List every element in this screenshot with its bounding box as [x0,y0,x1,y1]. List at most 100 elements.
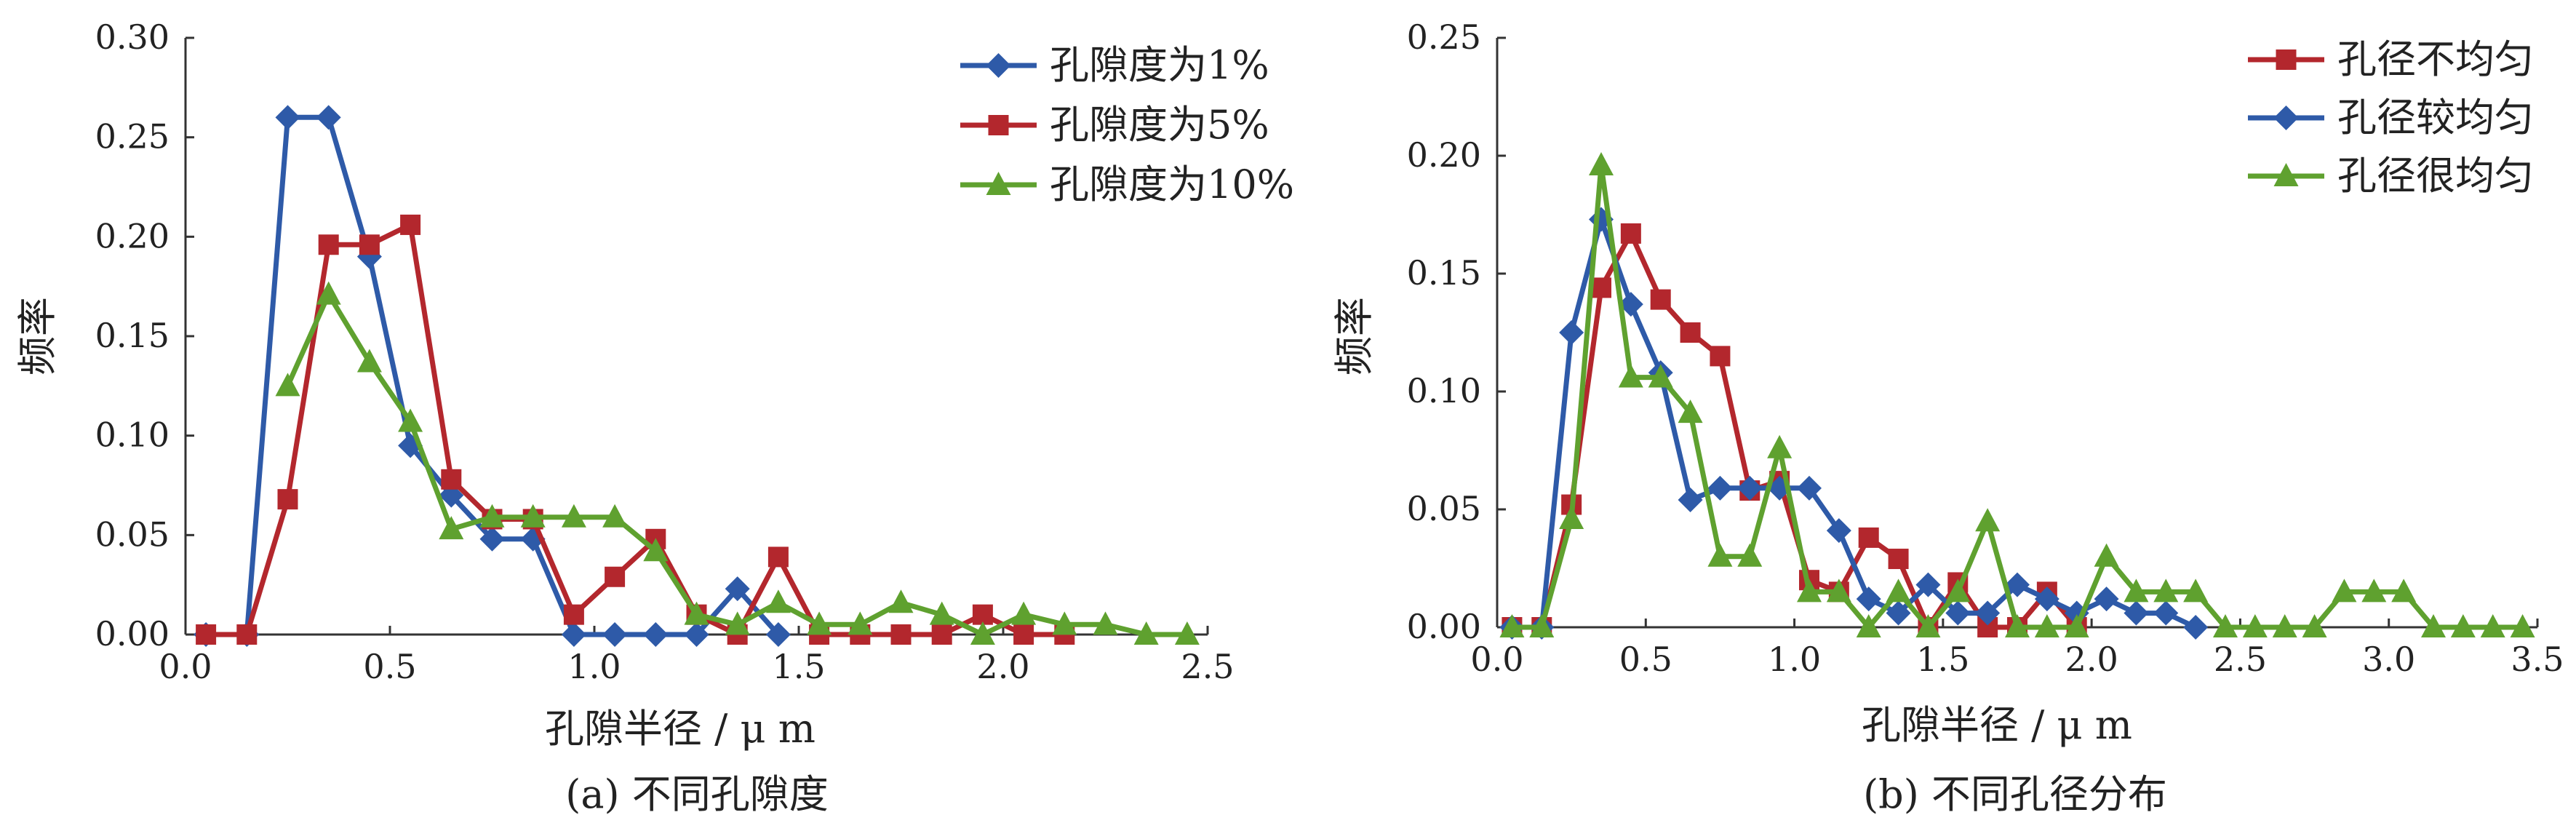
chart-a-series-3-point [1011,601,1037,625]
chart-b-series-3-point [2213,614,2238,637]
chart-b-series-3-point [1886,578,1911,603]
chart-b-legend-label: 孔径较均匀 [2337,95,2534,140]
chart-a-series-1-point [643,622,669,647]
chart-b-series-3-point [2242,614,2268,637]
chart-a-series-3-point [1133,621,1159,645]
chart-b-series-2-point [1618,292,1643,317]
chart-a-series-1 [194,105,791,647]
chart-b-series-3-point [2302,614,2327,637]
chart-a-series-3 [275,281,1200,645]
chart-b-ytick-label: 0.10 [1407,371,1481,410]
chart-b-xtick-label: 0.5 [1619,640,1672,679]
chart-a-series-3-point [725,611,750,635]
chart-b-series-1-point [1858,527,1879,548]
chart-a-series-2-point [236,624,258,645]
chart-a-series-1-point [479,526,505,552]
chart-b-series-1-point [1888,549,1909,570]
chart-b-series-1-point [1591,277,1611,298]
chart-a-series-3-point [765,589,791,613]
chart-a-xlabel: 孔隙半径 / μ m [545,706,816,752]
chart-b-series-3-point [2450,614,2476,637]
chart-b-series-1-point [1650,289,1671,310]
chart-b-series-3-point [1559,505,1584,529]
chart-a-ytick-label: 0.15 [95,316,170,355]
chart-a-xtick-label: 1.5 [772,647,825,686]
chart-a-series-2-point [563,604,584,625]
chart-a-series-3-point [479,504,505,528]
chart-a-series-3-point [520,504,546,528]
chart-b-ytick-label: 0.25 [1407,17,1481,57]
chart-a-series-3-point [398,408,423,432]
chart-b-ytick-label: 0.20 [1407,135,1481,175]
chart-b-series-2-point [2183,615,2209,640]
chart-b-series-2-point [1678,488,1703,513]
chart-b-series-3-point [2064,614,2089,637]
chart-a-series-3-point [1093,611,1118,635]
chart-b-series-3-point [1499,614,1525,637]
chart-a-series-3-point [1052,611,1077,635]
chart-a-series-3-point [684,601,709,625]
chart-a-series-2-line [206,222,1065,637]
chart-a-ytick-label: 0.25 [95,117,170,156]
chart-b-ytick-label: 0.15 [1407,253,1481,293]
chart-b-series-3-point [1767,434,1793,458]
chart-b-series-3-point [1826,578,1851,603]
chart-b-xtick-label: 1.5 [1916,640,1969,679]
chart-b-series-2-point [1707,475,1733,501]
chart-b-series-3-point [2094,543,2119,567]
chart-a-series-2-point [359,234,380,255]
chart-a-series-3-point [929,601,954,625]
chart-b-series-3-point [2183,578,2209,603]
chart-a-legend-swatch-marker [986,53,1011,78]
chart-b-caption: (b) 不同孔径分布 [1863,771,2167,817]
chart-a-ytick-label: 0.00 [95,614,170,653]
chart-a-ytick-label: 0.10 [95,416,170,455]
chart-b-series-3-point [1648,364,1673,388]
chart-a-series-2-point [767,546,789,568]
chart-a-ytick-label: 0.05 [95,514,170,554]
chart-a-series-3-point [888,589,914,613]
chart-b-xlabel: 孔隙半径 / μ m [1862,702,2132,748]
chart-b-xtick-label: 2.5 [2214,640,2267,679]
chart-b-series-3-point [2421,614,2446,637]
chart-b-series-3-point [1915,614,1941,637]
chart-a-ylabel: 频率 [15,297,60,375]
chart-b-series-3-point [1589,151,1614,175]
chart-b-series-1-point [1710,346,1731,367]
chart-a-series-3-point [275,373,300,397]
chart-b-series-2-point [2034,587,2059,612]
chart-b-series-3-point [1856,614,1881,637]
chart-a-legend-label: 孔隙度为5% [1050,102,1269,148]
chart-b-series-2-point [1559,320,1584,345]
chart-a-caption: (a) 不同孔隙度 [565,771,829,817]
chart-a-series-1-point [275,105,300,130]
chart-b-series-2-point [1886,600,1911,626]
chart-a-series-3-point [848,611,873,635]
chart-a-series-1-point [765,622,791,647]
chart-b-series-3-point [2391,578,2417,603]
chart-b-legend-label: 孔径不均匀 [2337,36,2534,82]
chart-a-ytick-label: 0.20 [95,216,170,255]
chart-a-series-3-point [643,538,669,562]
chart-a-series-3-point [356,349,382,373]
chart-a-series-2-point [196,624,217,645]
chart-b-xtick-label: 3.0 [2362,640,2415,679]
chart-b-series-3-point [2510,614,2535,637]
chart-a-xtick-label: 0.0 [159,647,212,686]
chart-b-series-3-point [2005,614,2030,637]
chart-a-series-1-point [684,622,709,647]
chart-b-ylabel: 频率 [1331,297,1377,375]
chart-panel-b: 0.00 0.05 0.10 0.15 0.20 0.25 0.0 0.5 1.0 1.5 2.0… [1331,17,2564,817]
chart-b-series-3-point [2361,578,2387,603]
chart-b-series-2-point [2005,572,2030,597]
chart-a-xtick-label: 0.5 [363,647,416,686]
chart-b-series-3-point [1618,364,1643,388]
chart-b-series-2-point [1737,475,1763,501]
chart-b-series-2-point [1856,587,1881,612]
chart-b-series-2-point [1826,518,1851,544]
chart-b-series-3-point [2153,578,2179,603]
chart-b-xtick-label: 2.0 [2065,640,2118,679]
chart-b-legend-swatch-marker [2273,106,2299,130]
chart-a-series-2-point [441,469,462,490]
